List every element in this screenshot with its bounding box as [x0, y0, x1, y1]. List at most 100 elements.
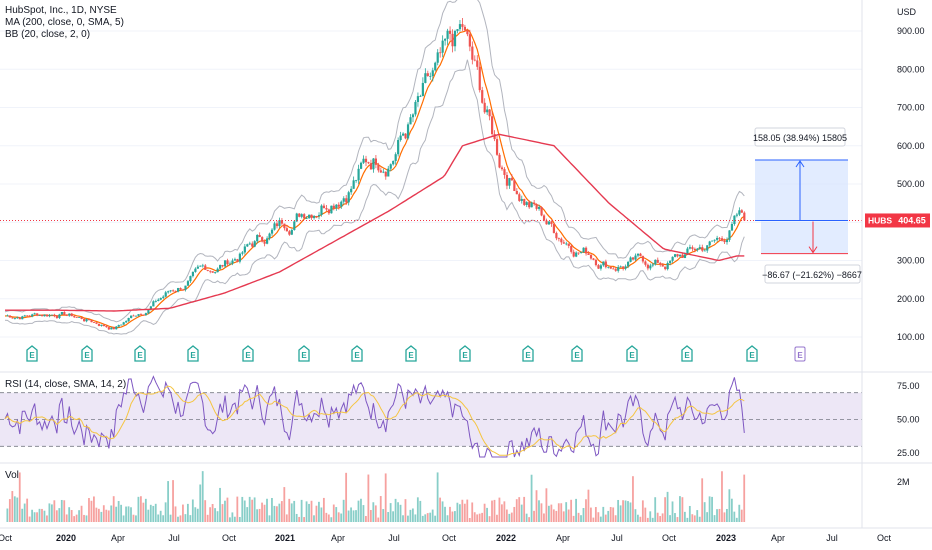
candle-body	[397, 140, 400, 155]
last-price-label-box	[895, 213, 930, 228]
volume-bar	[16, 497, 19, 522]
volume-bar	[698, 516, 701, 522]
volume-bar	[332, 504, 335, 522]
volume-bar	[491, 500, 493, 522]
volume-bar	[419, 500, 422, 522]
volume-bar	[157, 514, 160, 522]
volume-bar	[498, 497, 501, 522]
time-tick-label: Apr	[771, 533, 785, 543]
candle-body	[172, 290, 175, 292]
candle-body	[550, 221, 553, 224]
symbol-title[interactable]: HubSpot, Inc., 1D, NYSE	[5, 5, 117, 16]
volume-bar	[246, 507, 249, 522]
volume-bar	[597, 512, 600, 522]
volume-bar	[325, 512, 328, 522]
last-price-label: 404.65	[898, 215, 926, 225]
candle-body	[285, 228, 288, 232]
volume-bar	[466, 499, 469, 522]
candle-body	[38, 315, 41, 316]
volume-bar	[169, 514, 172, 522]
volume-bar	[233, 516, 236, 522]
candle-body	[436, 52, 439, 63]
candle-body	[661, 264, 664, 267]
candle-body	[179, 288, 182, 290]
candle-body	[359, 162, 363, 169]
volume-bar	[226, 497, 229, 522]
volume-bar	[355, 510, 357, 522]
volume-bar	[555, 510, 558, 522]
candle-body	[169, 290, 172, 292]
volume-bar	[374, 505, 377, 522]
volume-bar	[577, 512, 580, 522]
volume-bar	[320, 507, 323, 522]
candle-body	[491, 116, 494, 135]
earnings-marker-box	[746, 345, 758, 362]
volume-bar	[372, 502, 375, 522]
candle-body	[33, 313, 36, 315]
candle-body	[535, 204, 538, 209]
volume-bar	[268, 515, 271, 522]
volume-bar	[550, 504, 553, 522]
volume-bar	[38, 508, 41, 522]
volume-bar	[97, 508, 100, 522]
candle-body	[723, 240, 726, 243]
volume-bar	[656, 512, 659, 522]
time-tick-label: 2021	[275, 533, 295, 543]
volume-bar	[641, 500, 644, 522]
volume-bar	[120, 504, 123, 522]
bb-legend[interactable]: BB (20, close, 2, 0)	[5, 29, 91, 40]
volume-bar	[639, 516, 642, 522]
price-range-measure[interactable]: 158.05 (38.94%) 15805 −86.67 (−21.62%) −8…	[753, 127, 862, 284]
candle-body	[478, 66, 481, 91]
earnings-glyph: E	[84, 351, 90, 360]
volume-bar	[473, 512, 476, 522]
candle-body	[659, 262, 662, 265]
volume-bar	[322, 497, 325, 522]
candle-body	[453, 30, 457, 47]
volume-bar	[41, 508, 43, 522]
candle-body	[137, 314, 140, 316]
candle-body	[589, 254, 593, 259]
volume-bar	[565, 502, 568, 522]
candle-body	[248, 243, 251, 245]
volume-bar	[686, 517, 689, 522]
volume-bar	[379, 496, 382, 522]
volume-bar	[735, 517, 738, 522]
candle-body	[28, 315, 31, 317]
volume-bar	[617, 499, 620, 522]
earnings-marker: E	[187, 345, 199, 362]
time-tick-label: Jul	[611, 533, 623, 543]
candle-body	[706, 245, 709, 251]
vol-label[interactable]: Vol	[5, 470, 19, 481]
rsi-label[interactable]: RSI (14, close, SMA, 14, 2)	[5, 379, 127, 390]
candle-body	[439, 52, 442, 54]
candle-body	[671, 256, 674, 261]
earnings-marker-box	[26, 345, 38, 362]
volume-bar	[619, 505, 622, 522]
volume-bar	[471, 502, 474, 522]
candle-body	[542, 215, 546, 221]
candlesticks	[6, 18, 746, 331]
candle-body	[701, 247, 704, 251]
candle-body	[587, 253, 590, 255]
candle-body	[92, 322, 96, 323]
volume-bar	[68, 507, 71, 522]
volume-bar	[730, 498, 733, 522]
candle-body	[60, 311, 63, 315]
time-tick-label: 2020	[56, 533, 76, 543]
volume-bar	[397, 502, 399, 522]
candle-body	[483, 102, 486, 113]
volume-bar	[206, 514, 209, 522]
candle-body	[11, 317, 14, 319]
volume-bar	[241, 496, 244, 522]
volume-bar	[740, 509, 743, 522]
candle-body	[226, 260, 229, 265]
candle-body	[263, 241, 266, 244]
volume-bar	[201, 471, 204, 522]
volume-bar	[654, 497, 657, 522]
volume-bar	[599, 516, 602, 522]
earnings-glyph: E	[408, 351, 414, 360]
volume-bar	[11, 491, 14, 522]
ma-legend[interactable]: MA (200, close, 0, SMA, 5)	[5, 17, 124, 28]
